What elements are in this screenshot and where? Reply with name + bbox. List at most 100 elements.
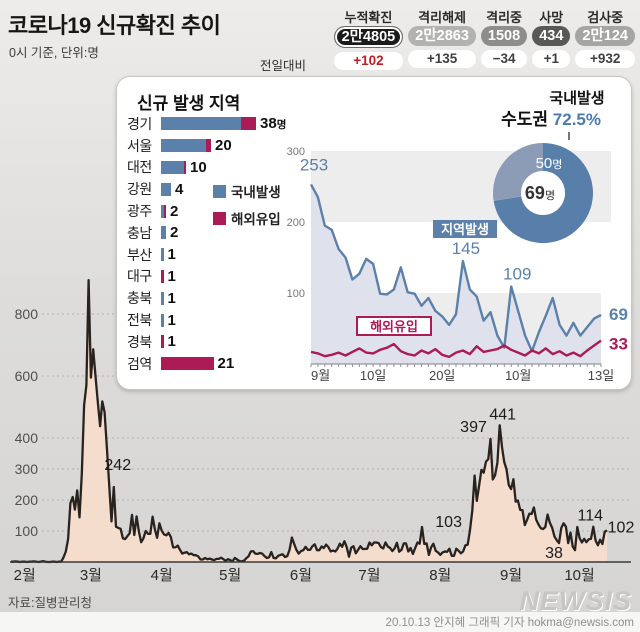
region-bar — [161, 182, 171, 196]
region-row: 강원 4 — [127, 178, 286, 200]
stat-delta-pill: +102 — [333, 52, 404, 70]
region-bar-imported — [161, 335, 164, 349]
region-bar-domestic — [161, 248, 164, 262]
inset-xtick: 13일 — [588, 368, 614, 383]
main-point-label: 103 — [435, 514, 462, 531]
region-row: 충남 2 — [127, 222, 286, 244]
region-value: 10 — [190, 158, 207, 176]
region-row: 경기 38명 — [127, 113, 286, 135]
region-bar — [161, 226, 166, 240]
donut-header-percent: 72.5% — [553, 110, 601, 129]
main-point-label: 102 — [608, 519, 635, 536]
region-label: 부산 — [127, 246, 152, 263]
legend-item: 국내발생 — [213, 181, 281, 201]
main-ytick: 600 — [15, 368, 39, 384]
region-bar-domestic — [161, 226, 166, 240]
region-bar-imported — [161, 269, 164, 283]
donut-segment — [493, 143, 593, 243]
region-bar-domestic — [161, 139, 206, 153]
region-bar — [161, 160, 186, 174]
region-value: 1 — [167, 311, 176, 329]
region-bar-domestic — [161, 117, 241, 131]
main-xtick: 2월 — [14, 567, 36, 584]
main-point-label: 242 — [104, 457, 131, 474]
main-point-label: 441 — [489, 406, 516, 423]
region-row: 대구 1 — [127, 266, 286, 288]
region-bar-imported — [183, 160, 186, 174]
region-row: 대전 10 — [127, 157, 286, 179]
main-xtick: 3월 — [80, 567, 102, 584]
region-value: 1 — [167, 267, 176, 285]
region-bar-domestic — [161, 291, 164, 305]
inset-xtick: 9월 — [311, 368, 330, 383]
region-bar — [161, 204, 166, 218]
summary-stats: 누적확진 2만4805 +102 격리해제 2만2863 +135 격리중 1508 −34 사망… — [333, 7, 635, 70]
legend-label: 해외유입 — [231, 212, 281, 227]
main-xtick: 9월 — [500, 567, 522, 584]
stat-value-pill: 1508 — [480, 26, 528, 46]
region-label: 경북 — [127, 333, 152, 350]
region-bar — [161, 117, 256, 131]
region-value: 1 — [167, 289, 176, 307]
inset-line-imported — [310, 339, 602, 359]
region-label: 광주 — [127, 203, 152, 220]
detail-card: 신규 발생 지역 경기 38명 서울 20 대전 10 강원 4 광주 2 충남 2 부산 1 대구 1 충북 1… — [116, 76, 632, 390]
stat-label: 검사중 — [587, 10, 624, 25]
region-label: 서울 — [127, 137, 152, 154]
badge-local-label: 지역발생 — [441, 222, 489, 237]
inset-ytick: 100 — [287, 288, 305, 300]
credit-strip: 20.10.13 안지혜 그래픽 기자 hokma@newsis.com — [0, 612, 640, 632]
stat-label: 누적확진 — [344, 10, 393, 25]
region-bar — [161, 248, 164, 262]
badge-local-bg — [433, 220, 497, 238]
main-ytick: 400 — [15, 430, 39, 446]
main-ytick: 300 — [15, 461, 39, 477]
region-value: 1 — [167, 333, 176, 351]
stat-delta-pill: +135 — [408, 50, 476, 68]
main-point-label: 38 — [545, 545, 563, 562]
region-bar-imported — [206, 139, 211, 153]
donut-header-1: 국내발생 — [549, 90, 604, 107]
region-row: 경북 1 — [127, 331, 286, 353]
badge-imported-label: 해외유입 — [370, 319, 418, 334]
inset-point-label: 109 — [503, 265, 531, 284]
badge-local: 지역발생 — [433, 220, 497, 238]
region-bar-domestic — [161, 204, 164, 218]
donut-center-unit: 명 — [545, 189, 555, 202]
main-ytick: 100 — [15, 523, 39, 539]
region-unit: 명 — [276, 119, 287, 132]
main-point-label: 114 — [578, 508, 604, 525]
region-bar-imported — [163, 204, 166, 218]
region-value: 20 — [215, 137, 232, 155]
region-row: 서울 20 — [127, 135, 286, 157]
inset-xtick: 10월 — [505, 368, 531, 383]
page-subtitle: 0시 기준, 단위:명 — [9, 46, 99, 60]
donut-segment — [493, 143, 543, 201]
region-label: 검역 — [127, 355, 152, 372]
stat-column: 검사중 2만124 +932 — [575, 7, 635, 70]
region-row: 광주 2 — [127, 200, 286, 222]
page-title: 코로나19 신규확진 추이 — [8, 13, 221, 38]
region-label: 대전 — [127, 159, 152, 176]
legend-label: 국내발생 — [231, 185, 281, 200]
inset-xtick: 10일 — [360, 368, 386, 383]
donut-header-2: 수도권 72.5% — [501, 110, 601, 129]
main-xtick: 6월 — [290, 567, 312, 584]
stat-column: 격리해제 2만2863 +135 — [408, 7, 476, 70]
region-row: 전북 1 — [127, 309, 286, 331]
region-bar — [161, 357, 214, 371]
main-point-label: 397 — [460, 419, 487, 436]
region-value: 38명 — [260, 115, 287, 133]
region-value: 2 — [170, 224, 179, 242]
region-value: 2 — [170, 202, 179, 220]
inset-point-label: 145 — [452, 239, 480, 258]
stat-label: 사망 — [539, 10, 564, 25]
region-label: 전북 — [127, 312, 152, 329]
main-area-fill — [11, 280, 607, 562]
newsis-logo: NEWSIS — [519, 586, 632, 616]
regions-bar-chart: 경기 38명 서울 20 대전 10 강원 4 광주 2 충남 2 부산 1 대구 1 충북 1 전북 1 경북 1 검역 2… — [127, 113, 286, 375]
region-label: 충북 — [127, 290, 152, 307]
